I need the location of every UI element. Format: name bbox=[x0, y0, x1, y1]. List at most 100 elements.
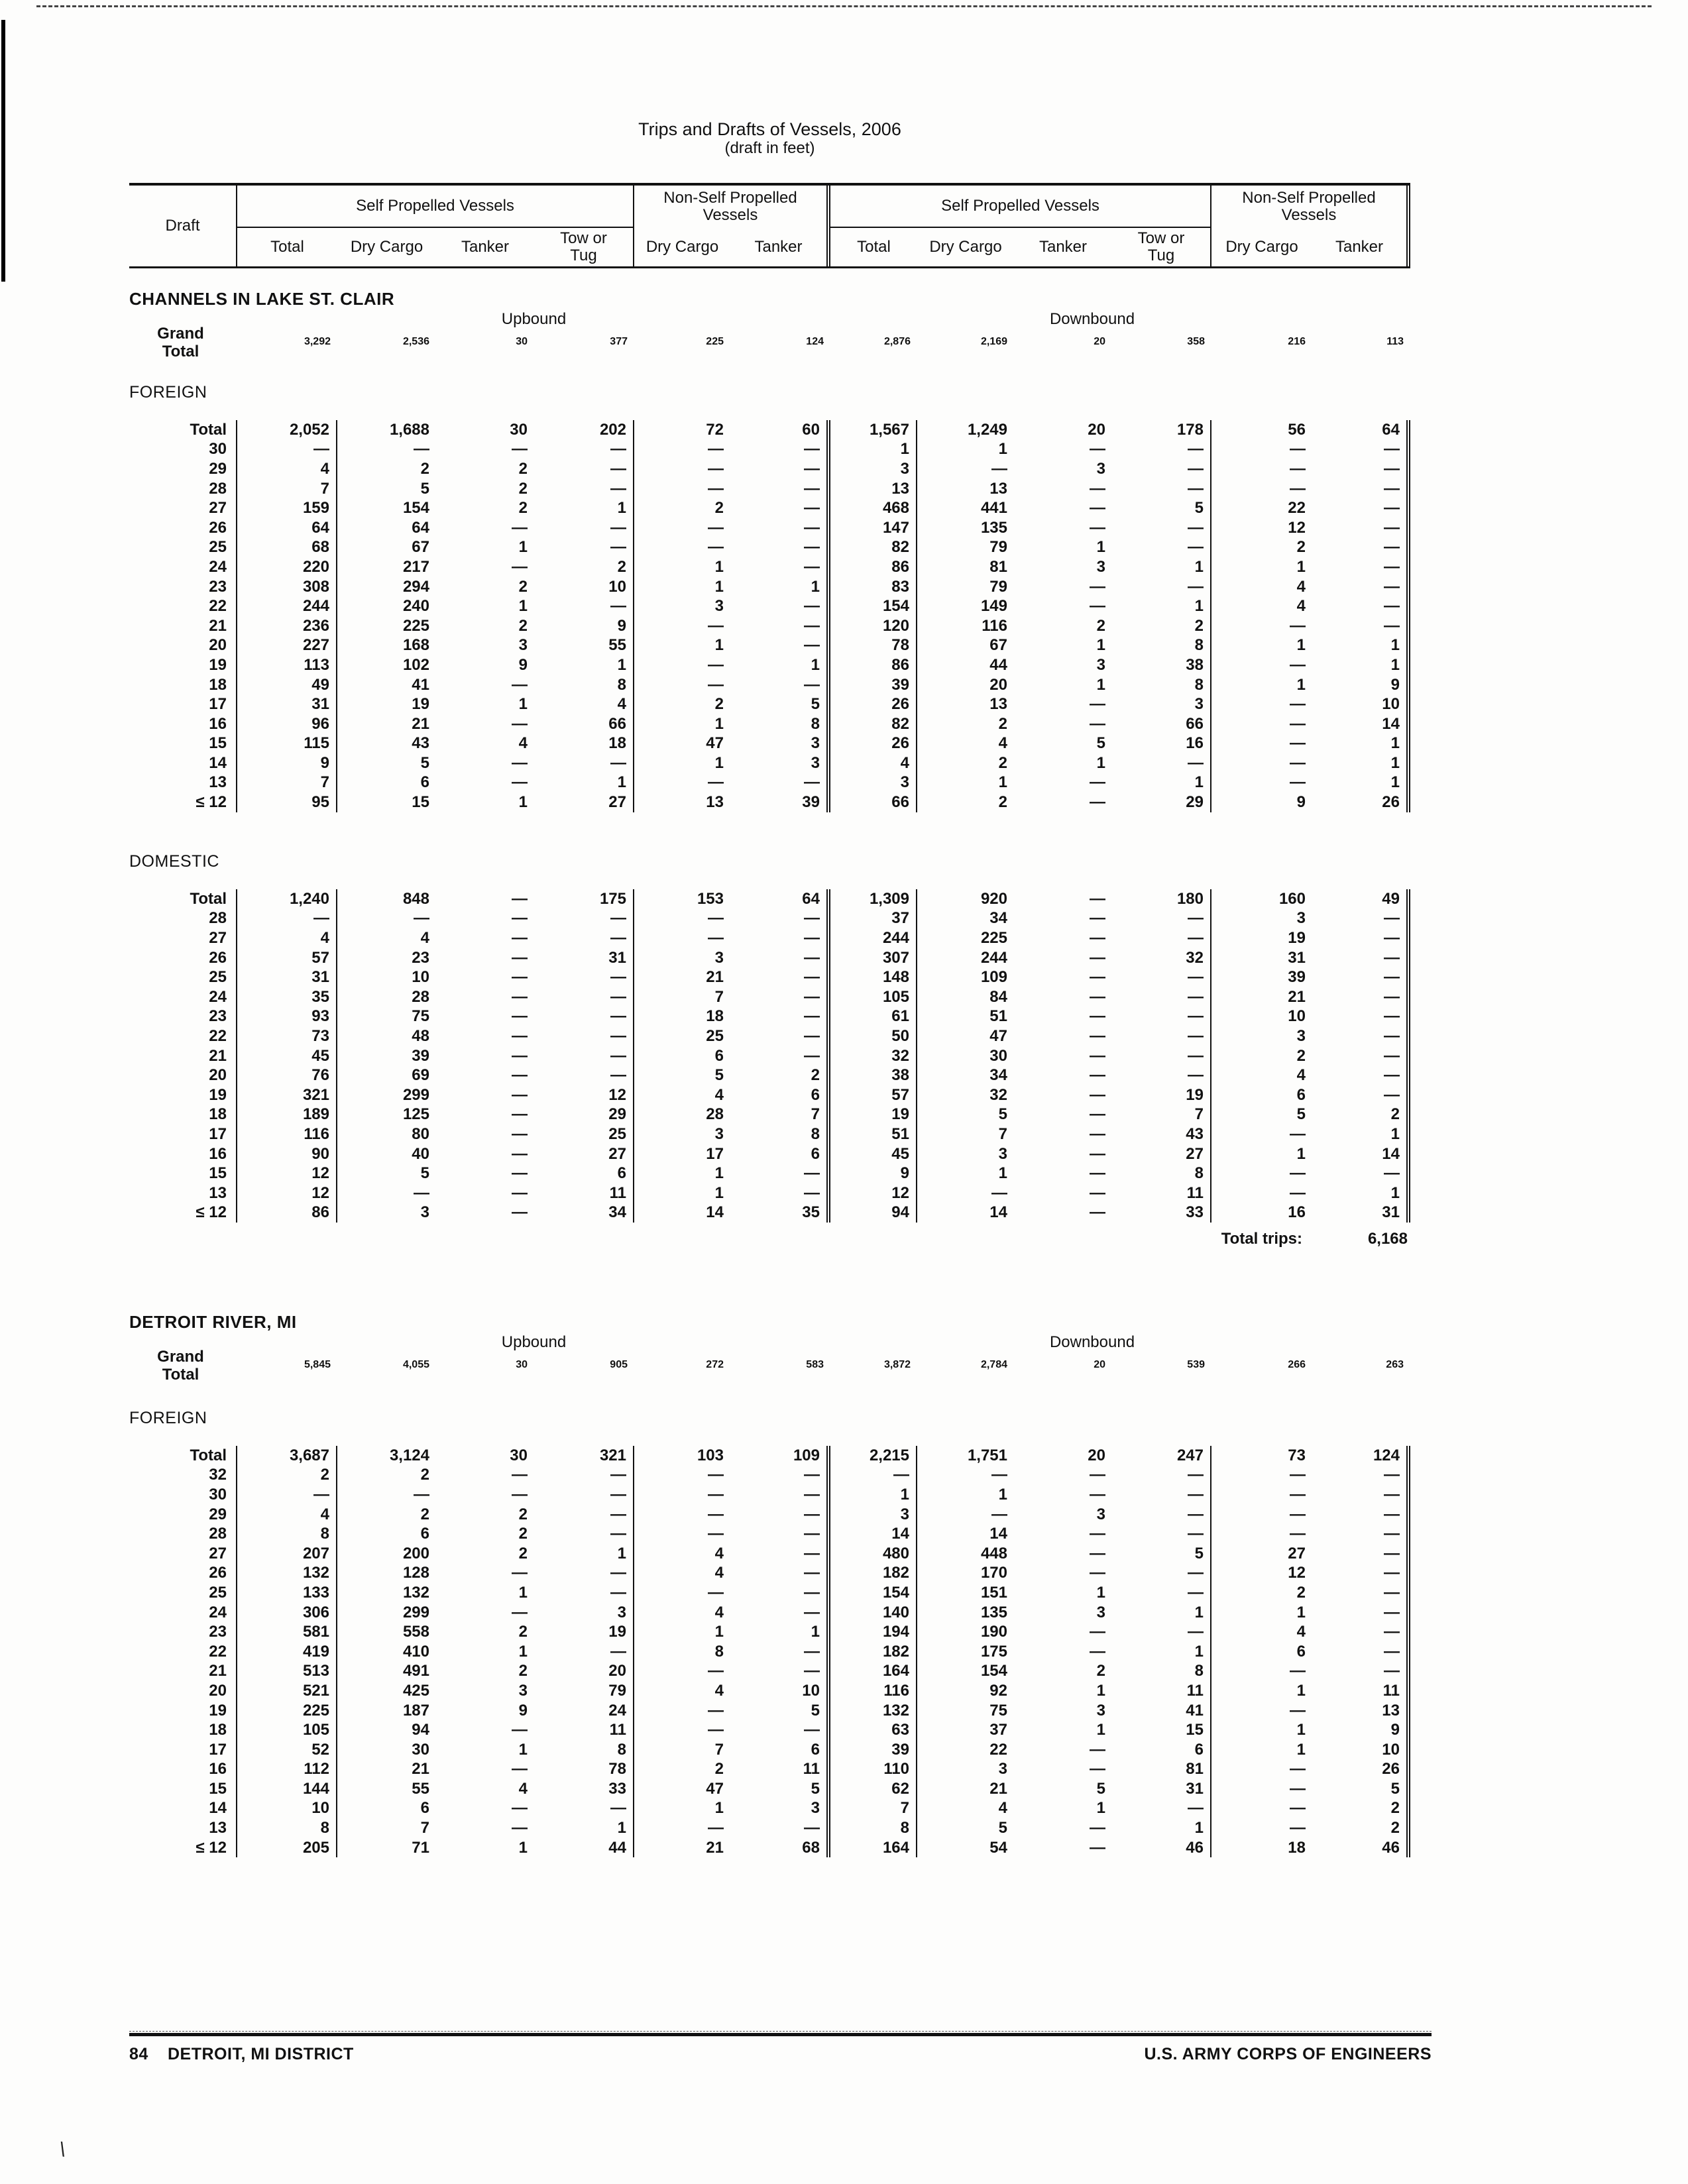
value-cell: 39 bbox=[830, 1739, 917, 1760]
value-cell: — bbox=[512, 714, 528, 733]
value-cell: 4 bbox=[714, 1085, 724, 1104]
draft-cell: 21 bbox=[129, 1046, 237, 1066]
column-header-tow-or-tug-downbound: Tow or Tug bbox=[1112, 228, 1211, 266]
value-cell: 14 bbox=[1312, 714, 1410, 734]
value-cell: 82 bbox=[830, 714, 917, 734]
value-cell: — bbox=[1312, 478, 1410, 499]
grand-total-label: Grand Total bbox=[157, 1348, 204, 1384]
value-cell: 8 bbox=[237, 1818, 337, 1838]
value-cell: — bbox=[1312, 596, 1410, 616]
value-cell: — bbox=[534, 928, 634, 948]
value-cell: — bbox=[1090, 1183, 1105, 1202]
value-cell: 2 bbox=[518, 1623, 528, 1641]
value-cell: — bbox=[1290, 459, 1306, 478]
value-cell: — bbox=[237, 908, 337, 929]
value-cell: — bbox=[708, 1819, 724, 1837]
value-cell: — bbox=[534, 459, 634, 479]
value-cell: 80 bbox=[412, 1124, 429, 1143]
value-cell: 1 bbox=[534, 1818, 634, 1838]
value-cell: — bbox=[1312, 1543, 1410, 1564]
value-cell: 920 bbox=[980, 889, 1007, 908]
value-cell: — bbox=[1090, 1124, 1105, 1143]
value-cell: 2 bbox=[518, 1662, 528, 1680]
value-cell: 30 bbox=[412, 1740, 429, 1759]
value-cell: 39 bbox=[730, 792, 830, 812]
value-cell: 133 bbox=[237, 1583, 337, 1603]
value-cell: — bbox=[512, 1819, 528, 1837]
value-cell: 10 bbox=[1312, 694, 1410, 714]
value-cell: 13 bbox=[830, 478, 917, 499]
value-cell: 3 bbox=[518, 636, 528, 655]
value-cell: 10 bbox=[534, 576, 634, 597]
value-cell: 27 bbox=[534, 792, 634, 812]
value-cell: — bbox=[1290, 1799, 1306, 1818]
value-cell: 1 bbox=[1096, 1583, 1105, 1602]
value-cell: — bbox=[730, 1543, 830, 1564]
grand-total-value: 225 bbox=[706, 336, 724, 347]
value-cell: 7 bbox=[420, 1819, 429, 1837]
value-cell: — bbox=[534, 1583, 634, 1603]
value-cell: 1 bbox=[518, 1740, 528, 1759]
value-cell: — bbox=[1090, 1007, 1105, 1026]
value-cell: 47 bbox=[706, 734, 724, 753]
value-cell: 1 bbox=[714, 753, 724, 772]
value-cell: 51 bbox=[989, 1007, 1007, 1026]
value-cell: 182 bbox=[830, 1641, 917, 1662]
value-cell: 581 bbox=[237, 1622, 337, 1642]
footer-rule bbox=[129, 2031, 1432, 2036]
value-cell: 90 bbox=[237, 1144, 337, 1164]
value-cell: 27 bbox=[1112, 1144, 1211, 1164]
value-cell: — bbox=[512, 773, 528, 792]
value-cell: 3 bbox=[1096, 1603, 1105, 1621]
value-cell: 8 bbox=[1112, 635, 1211, 656]
value-cell: 68 bbox=[730, 1837, 830, 1858]
draft-cell: 18 bbox=[129, 1720, 237, 1740]
value-cell: — bbox=[512, 1007, 528, 1026]
draft-cell: 27 bbox=[129, 498, 237, 518]
value-cell: 321 bbox=[237, 1085, 337, 1105]
value-cell: 4 bbox=[1296, 1066, 1306, 1085]
draft-cell: 26 bbox=[129, 518, 237, 538]
value-cell: 1 bbox=[518, 695, 528, 714]
value-cell: 3 bbox=[830, 1504, 917, 1525]
value-cell: 2 bbox=[518, 1544, 528, 1562]
total-trips-row: Total trips: 6,168 bbox=[129, 1230, 1410, 1248]
value-cell: — bbox=[512, 1799, 528, 1818]
draft-cell: 14 bbox=[129, 1798, 237, 1819]
value-cell: — bbox=[1290, 1183, 1306, 1202]
value-cell: 2 bbox=[534, 557, 634, 577]
value-cell: 4 bbox=[998, 734, 1007, 753]
value-cell: — bbox=[512, 1066, 528, 1085]
draft-cell: 23 bbox=[129, 576, 237, 597]
value-cell: 3 bbox=[730, 753, 830, 773]
value-cell: — bbox=[1090, 1642, 1105, 1661]
value-cell: 1 bbox=[1312, 1124, 1410, 1144]
value-cell: 93 bbox=[237, 1007, 337, 1027]
value-cell: 64 bbox=[730, 889, 830, 909]
value-cell: 55 bbox=[534, 635, 634, 656]
value-cell: 18 bbox=[706, 1007, 724, 1026]
value-cell: 2 bbox=[1312, 1105, 1410, 1125]
value-cell: 306 bbox=[237, 1602, 337, 1623]
value-cell: 1 bbox=[1312, 753, 1410, 773]
draft-cell: 24 bbox=[129, 557, 237, 577]
value-cell: 132 bbox=[237, 1563, 337, 1584]
value-cell: — bbox=[1290, 1701, 1306, 1720]
value-cell: — bbox=[414, 1485, 429, 1503]
value-cell: 14 bbox=[989, 1203, 1007, 1222]
value-cell: — bbox=[708, 655, 724, 674]
value-cell: 79 bbox=[989, 577, 1007, 596]
value-cell: 225 bbox=[237, 1700, 337, 1721]
value-cell: 31 bbox=[237, 967, 337, 987]
value-cell: 6 bbox=[730, 1739, 830, 1760]
value-cell: 1 bbox=[998, 1485, 1007, 1503]
value-cell: — bbox=[1112, 1046, 1211, 1066]
value-cell: 5 bbox=[1112, 498, 1211, 518]
value-cell: 1 bbox=[998, 440, 1007, 459]
value-cell: — bbox=[1112, 1007, 1211, 1027]
value-cell: 1 bbox=[998, 773, 1007, 792]
value-cell: 16 bbox=[1112, 734, 1211, 754]
value-cell: 1 bbox=[1296, 1603, 1306, 1621]
value-cell: 4 bbox=[714, 1544, 724, 1562]
value-cell: 66 bbox=[1112, 714, 1211, 734]
